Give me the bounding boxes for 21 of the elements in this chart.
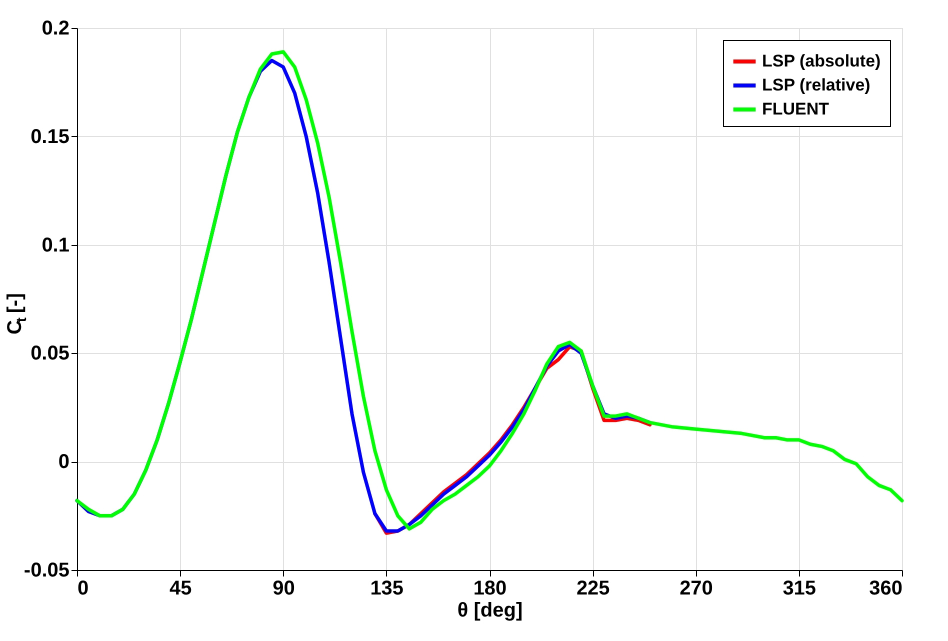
y-tick-label: 0 <box>58 451 70 474</box>
x-tick-label: 315 <box>782 578 816 600</box>
x-tick-label: 45 <box>170 578 192 600</box>
x-tick-label: 270 <box>680 578 713 600</box>
y-tick-label: -0.05 <box>24 560 70 582</box>
legend-label: FLUENT <box>762 100 830 118</box>
y-tick-label: 0.2 <box>42 18 70 40</box>
legend-label: LSP (relative) <box>762 76 870 94</box>
y-tick-label: 0.15 <box>30 126 70 148</box>
x-tick-label: 135 <box>370 578 404 600</box>
x-tick-label: 360 <box>869 578 902 600</box>
y-axis-title: Ct [-] <box>4 293 29 334</box>
x-axis-title: θ [deg] <box>457 600 523 622</box>
y-tick-label: 0.1 <box>42 234 70 256</box>
y-tick-label: 0.05 <box>30 342 70 365</box>
x-tick-label: 225 <box>576 578 610 600</box>
legend-label: LSP (absolute) <box>762 52 881 70</box>
x-tick-label: 0 <box>78 578 89 600</box>
x-tick-label: 180 <box>473 578 507 600</box>
line-series <box>75 50 904 531</box>
x-tick-label: 90 <box>272 578 295 600</box>
